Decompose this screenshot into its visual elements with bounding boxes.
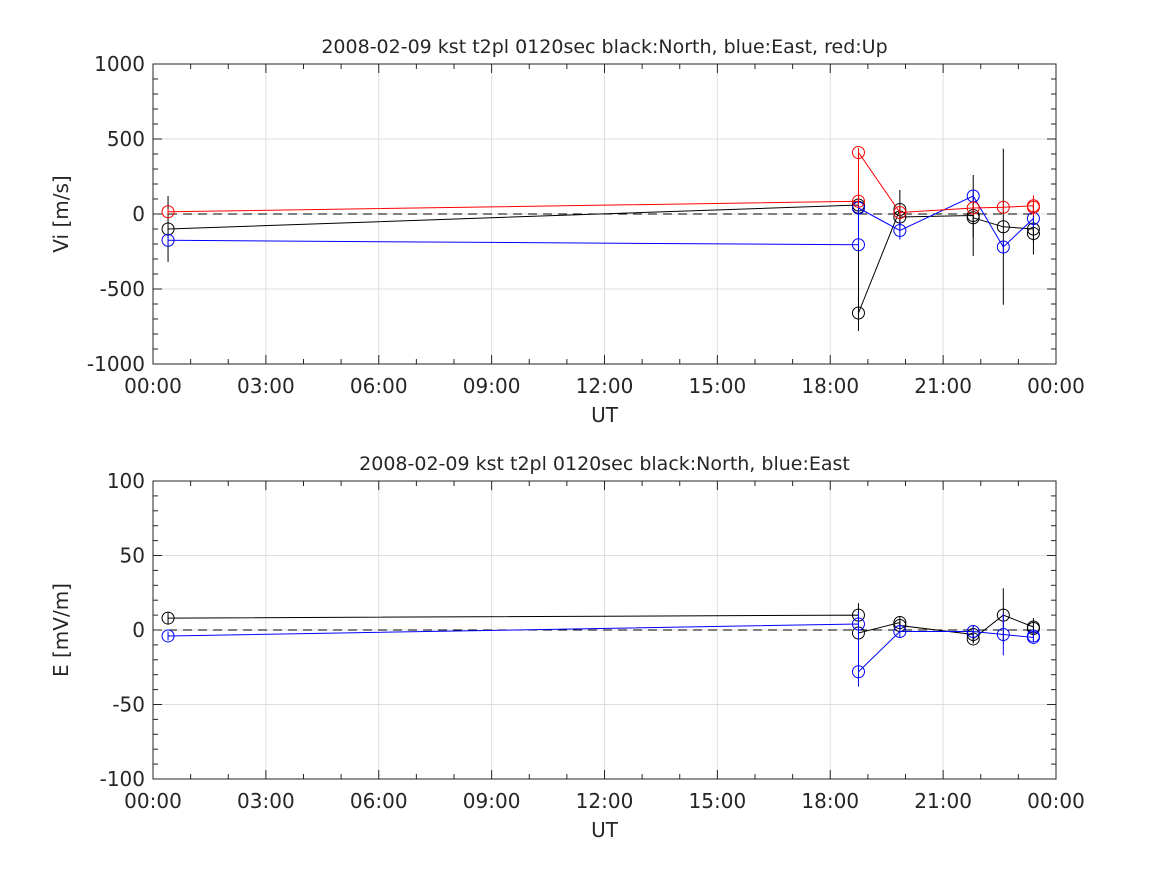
x-axis-label: UT xyxy=(591,818,619,842)
y-tick-label: -50 xyxy=(112,693,145,717)
blue-series xyxy=(161,612,1040,687)
electric-field-panel: 00:00 03:00 06:00 09:00 12:00 15:00 18:00 21:00… xyxy=(49,453,1085,842)
x-tick-label: 12:00 xyxy=(576,374,634,398)
x-tick-label: 18:00 xyxy=(801,789,859,813)
y-tick-label: -500 xyxy=(100,277,145,301)
black-data-point xyxy=(161,611,175,625)
y-tick-label: -1000 xyxy=(87,352,145,376)
chart-title: 2008-02-09 kst t2pl 0120sec black:North,… xyxy=(321,36,887,58)
x-tick-label: 21:00 xyxy=(914,789,972,813)
blue-data-point xyxy=(996,627,1010,641)
x-axis-label: UT xyxy=(591,403,619,427)
red-data-point xyxy=(996,200,1010,214)
y-tick-label: 50 xyxy=(120,544,145,568)
blue-data-point xyxy=(893,224,907,237)
x-tick-label: 00:00 xyxy=(1027,789,1085,813)
red-data-point xyxy=(161,205,175,219)
x-tick-label: 09:00 xyxy=(463,789,521,813)
red-series-line xyxy=(168,150,1034,214)
y-axis-label: E [mV/m] xyxy=(49,583,73,677)
red-data-point xyxy=(851,146,865,159)
red-data-point xyxy=(893,206,907,219)
blue-data-point xyxy=(966,624,980,638)
blue-data-point xyxy=(1026,629,1040,643)
x-tick-label: 06:00 xyxy=(350,374,408,398)
red-series xyxy=(161,146,1040,219)
x-tick-label: 15:00 xyxy=(689,789,747,813)
y-axis-label: Vi [m/s] xyxy=(49,175,73,252)
red-data-point xyxy=(851,194,865,208)
x-tick-label: 00:00 xyxy=(124,374,182,398)
x-tick-label: 00:00 xyxy=(124,789,182,813)
black-data-point xyxy=(851,306,865,320)
y-tick-label: 0 xyxy=(132,618,145,642)
x-tick-label: 15:00 xyxy=(689,374,747,398)
black-data-point xyxy=(161,222,175,236)
blue-data-point xyxy=(161,233,175,247)
blue-data-point xyxy=(161,629,175,643)
blue-data-point xyxy=(851,665,865,679)
blue-data-point xyxy=(851,617,865,631)
y-tick-label: 100 xyxy=(107,469,145,493)
blue-data-point xyxy=(851,238,865,252)
x-tick-label: 03:00 xyxy=(237,789,295,813)
x-tick-label: 09:00 xyxy=(463,374,521,398)
x-tick-label: 21:00 xyxy=(914,374,972,398)
y-tick-label: -100 xyxy=(100,767,145,791)
blue-data-point xyxy=(893,624,907,638)
chart-title: 2008-02-09 kst t2pl 0120sec black:North,… xyxy=(359,453,850,475)
x-tick-label: 12:00 xyxy=(576,789,634,813)
blue-data-point xyxy=(996,240,1010,254)
red-data-point xyxy=(1026,200,1040,214)
velocity-panel: 00:00 03:00 06:00 09:00 12:00 15:00 18:00 21:00… xyxy=(49,36,1085,427)
x-tick-label: 06:00 xyxy=(350,789,408,813)
y-tick-label: 500 xyxy=(107,127,145,151)
x-tick-label: 18:00 xyxy=(801,374,859,398)
red-data-point xyxy=(966,201,980,215)
x-tick-label: 00:00 xyxy=(1027,374,1085,398)
y-tick-label: 0 xyxy=(132,202,145,226)
black-data-point xyxy=(996,220,1010,234)
y-tick-label: 1000 xyxy=(94,52,145,76)
x-tick-label: 03:00 xyxy=(237,374,295,398)
